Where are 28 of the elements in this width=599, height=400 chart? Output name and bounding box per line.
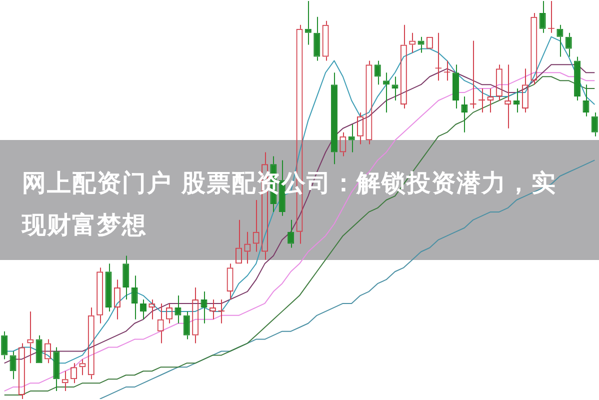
candlestick: [470, 40, 476, 109]
candlestick: [304, 0, 312, 46]
candlestick: [183, 310, 190, 340]
candlestick: [452, 64, 460, 109]
candlestick: [36, 334, 42, 364]
candlestick: [218, 299, 225, 324]
candlestick: [539, 0, 546, 34]
candlestick: [105, 263, 112, 312]
candlestick: [591, 112, 598, 137]
candlestick: [330, 72, 338, 165]
candlestick: [1, 330, 8, 360]
candlestick: [513, 88, 520, 113]
candlestick: [288, 219, 294, 248]
candlestick: [10, 350, 16, 380]
candlestick: [418, 36, 424, 54]
candlestick: [565, 32, 572, 58]
candlestick: [574, 56, 581, 101]
candlestick: [392, 76, 398, 101]
candlestick: [131, 275, 138, 320]
candlestick: [582, 84, 590, 117]
candlestick: [314, 16, 320, 62]
candlestick: [478, 88, 486, 113]
candlestick: [383, 72, 390, 113]
candlestick: [122, 255, 130, 300]
candlestick: [374, 60, 381, 86]
candlestick: [348, 124, 355, 153]
candlestick: [53, 346, 60, 392]
candlestick: [556, 24, 564, 58]
